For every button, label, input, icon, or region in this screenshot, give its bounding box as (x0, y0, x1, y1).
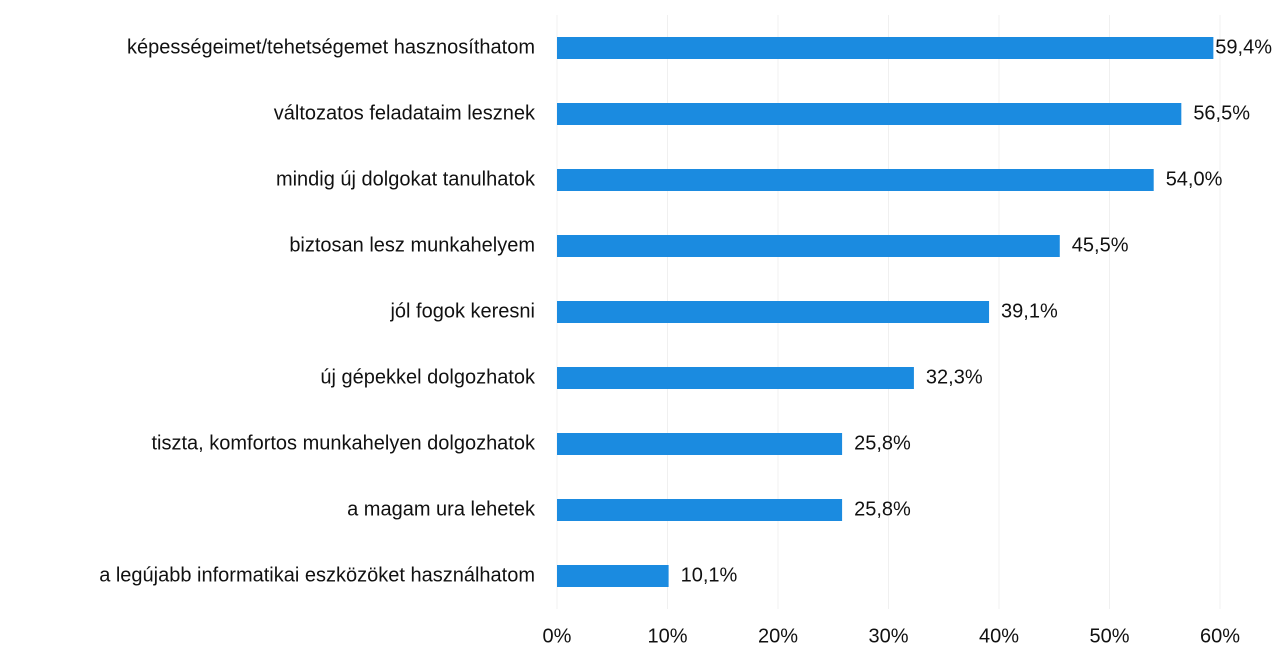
x-tick-label: 60% (1200, 625, 1240, 647)
category-label: új gépekkel dolgozhatok (320, 366, 536, 388)
x-tick-label: 0% (543, 625, 572, 647)
category-label: biztosan lesz munkahelyem (289, 234, 535, 256)
bar (557, 499, 843, 521)
bar (557, 169, 1154, 191)
category-label: képességeimet/tehetségemet hasznosíthato… (127, 36, 535, 58)
value-label: 45,5% (1072, 234, 1129, 256)
value-label: 25,8% (854, 432, 911, 454)
category-label: jól fogok keresni (389, 300, 535, 322)
value-label: 54,0% (1166, 168, 1223, 190)
category-label: a magam ura lehetek (347, 498, 536, 520)
x-tick-label: 10% (647, 625, 687, 647)
x-tick-label: 30% (868, 625, 908, 647)
category-label: a legújabb informatikai eszközöket haszn… (99, 564, 535, 586)
value-label: 56,5% (1193, 102, 1250, 124)
category-label: mindig új dolgokat tanulhatok (276, 168, 536, 190)
x-tick-label: 50% (1089, 625, 1129, 647)
x-tick-label: 40% (979, 625, 1019, 647)
bar (557, 103, 1182, 125)
category-label: tiszta, komfortos munkahelyen dolgozhato… (151, 432, 536, 454)
value-label: 39,1% (1001, 300, 1058, 322)
bar (557, 367, 914, 389)
bar (557, 565, 669, 587)
value-label: 10,1% (681, 564, 738, 586)
value-label: 32,3% (926, 366, 983, 388)
bar (557, 301, 990, 323)
bar (557, 37, 1214, 59)
bar (557, 235, 1060, 257)
value-label: 59,4% (1215, 36, 1272, 58)
category-label: változatos feladataim lesznek (274, 102, 536, 124)
x-tick-label: 20% (758, 625, 798, 647)
value-label: 25,8% (854, 498, 911, 520)
bar (557, 433, 843, 455)
